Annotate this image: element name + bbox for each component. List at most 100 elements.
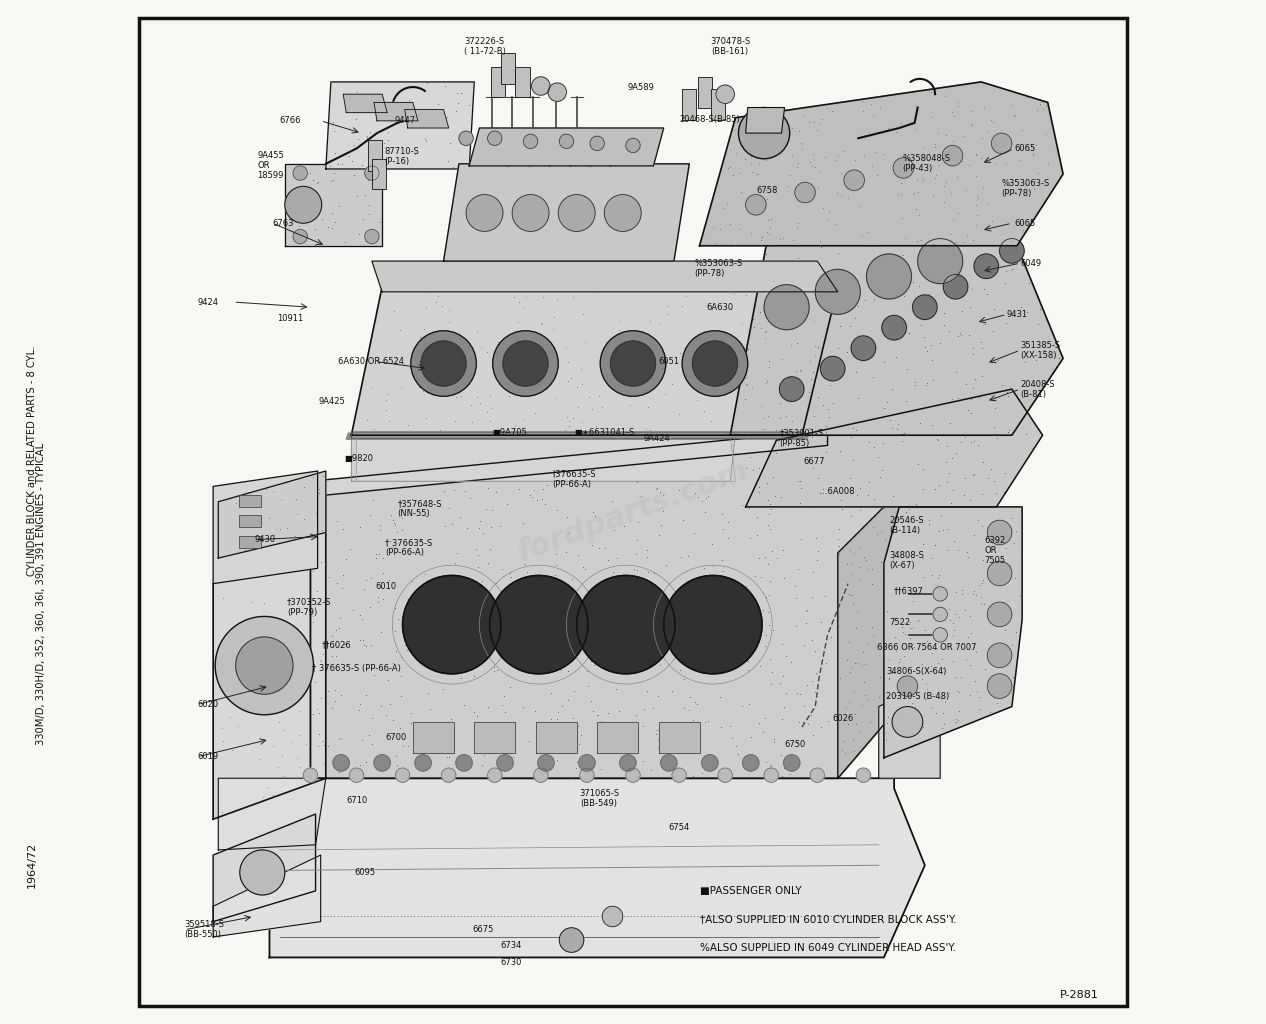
Point <box>525 614 546 631</box>
Circle shape <box>558 195 595 231</box>
Point <box>943 133 963 150</box>
Point <box>870 468 890 484</box>
Point <box>408 727 428 743</box>
Point <box>827 185 847 202</box>
Point <box>994 594 1014 610</box>
Point <box>849 198 870 214</box>
Point <box>581 537 601 553</box>
Point <box>863 291 884 307</box>
Point <box>1025 136 1046 153</box>
Point <box>500 679 520 695</box>
Point <box>562 289 582 305</box>
Point <box>1038 155 1058 171</box>
Point <box>972 226 993 243</box>
Point <box>917 633 937 649</box>
Point <box>828 530 848 547</box>
Point <box>295 511 315 527</box>
Point <box>660 736 680 753</box>
Point <box>470 633 490 649</box>
Point <box>828 245 848 261</box>
Point <box>848 679 868 695</box>
Point <box>361 569 381 586</box>
Point <box>565 730 585 746</box>
Point <box>761 676 781 692</box>
Circle shape <box>815 269 861 314</box>
Point <box>791 134 812 151</box>
Point <box>1003 261 1023 278</box>
Point <box>680 688 700 705</box>
Point <box>913 461 933 477</box>
Point <box>496 496 517 512</box>
Point <box>833 230 853 247</box>
Point <box>762 664 782 680</box>
Point <box>972 248 993 264</box>
Point <box>972 340 993 356</box>
Point <box>730 132 751 148</box>
Point <box>736 287 756 303</box>
Point <box>882 381 903 397</box>
Point <box>786 618 806 635</box>
Point <box>630 662 651 678</box>
Point <box>839 542 860 558</box>
Point <box>382 108 403 124</box>
Text: 6065: 6065 <box>1014 219 1036 227</box>
Point <box>475 748 495 764</box>
Point <box>718 195 738 211</box>
Point <box>310 690 330 707</box>
Point <box>931 507 951 523</box>
Point <box>657 726 677 742</box>
Point <box>996 384 1017 400</box>
Point <box>933 705 953 721</box>
Point <box>695 504 715 520</box>
Point <box>409 602 429 618</box>
Point <box>519 571 539 588</box>
Point <box>280 505 300 521</box>
Point <box>300 542 320 558</box>
Point <box>466 541 486 557</box>
Point <box>751 397 771 414</box>
Point <box>479 554 499 570</box>
Point <box>628 514 648 530</box>
Point <box>685 653 705 670</box>
Point <box>787 193 808 209</box>
Point <box>837 344 857 360</box>
Point <box>877 120 898 136</box>
Point <box>324 693 344 710</box>
Point <box>524 702 544 719</box>
Point <box>575 334 595 350</box>
Point <box>449 508 470 524</box>
Point <box>808 543 828 559</box>
Point <box>367 589 387 605</box>
Point <box>846 560 866 577</box>
Point <box>517 289 537 305</box>
Point <box>956 182 976 199</box>
Point <box>546 635 566 651</box>
Point <box>782 413 803 429</box>
Text: †353001-S
(PP-85): †353001-S (PP-85) <box>780 429 824 447</box>
Point <box>909 612 929 629</box>
Point <box>790 472 810 488</box>
Point <box>882 665 903 681</box>
Point <box>567 547 587 563</box>
Point <box>1000 679 1020 695</box>
Point <box>361 598 381 614</box>
Point <box>711 618 732 635</box>
Point <box>451 85 471 101</box>
Point <box>360 123 380 139</box>
Point <box>856 691 876 708</box>
Point <box>904 639 924 655</box>
Text: 6766: 6766 <box>280 117 301 125</box>
Point <box>941 495 961 511</box>
Point <box>1023 145 1043 162</box>
Point <box>876 731 896 748</box>
Point <box>392 510 413 526</box>
Text: 6675: 6675 <box>472 926 494 934</box>
Point <box>905 377 925 393</box>
Point <box>772 668 793 684</box>
Text: 6677: 6677 <box>803 458 824 466</box>
Point <box>477 698 498 715</box>
Point <box>984 690 1004 707</box>
Point <box>934 178 955 195</box>
Point <box>939 612 960 629</box>
Point <box>480 541 500 557</box>
